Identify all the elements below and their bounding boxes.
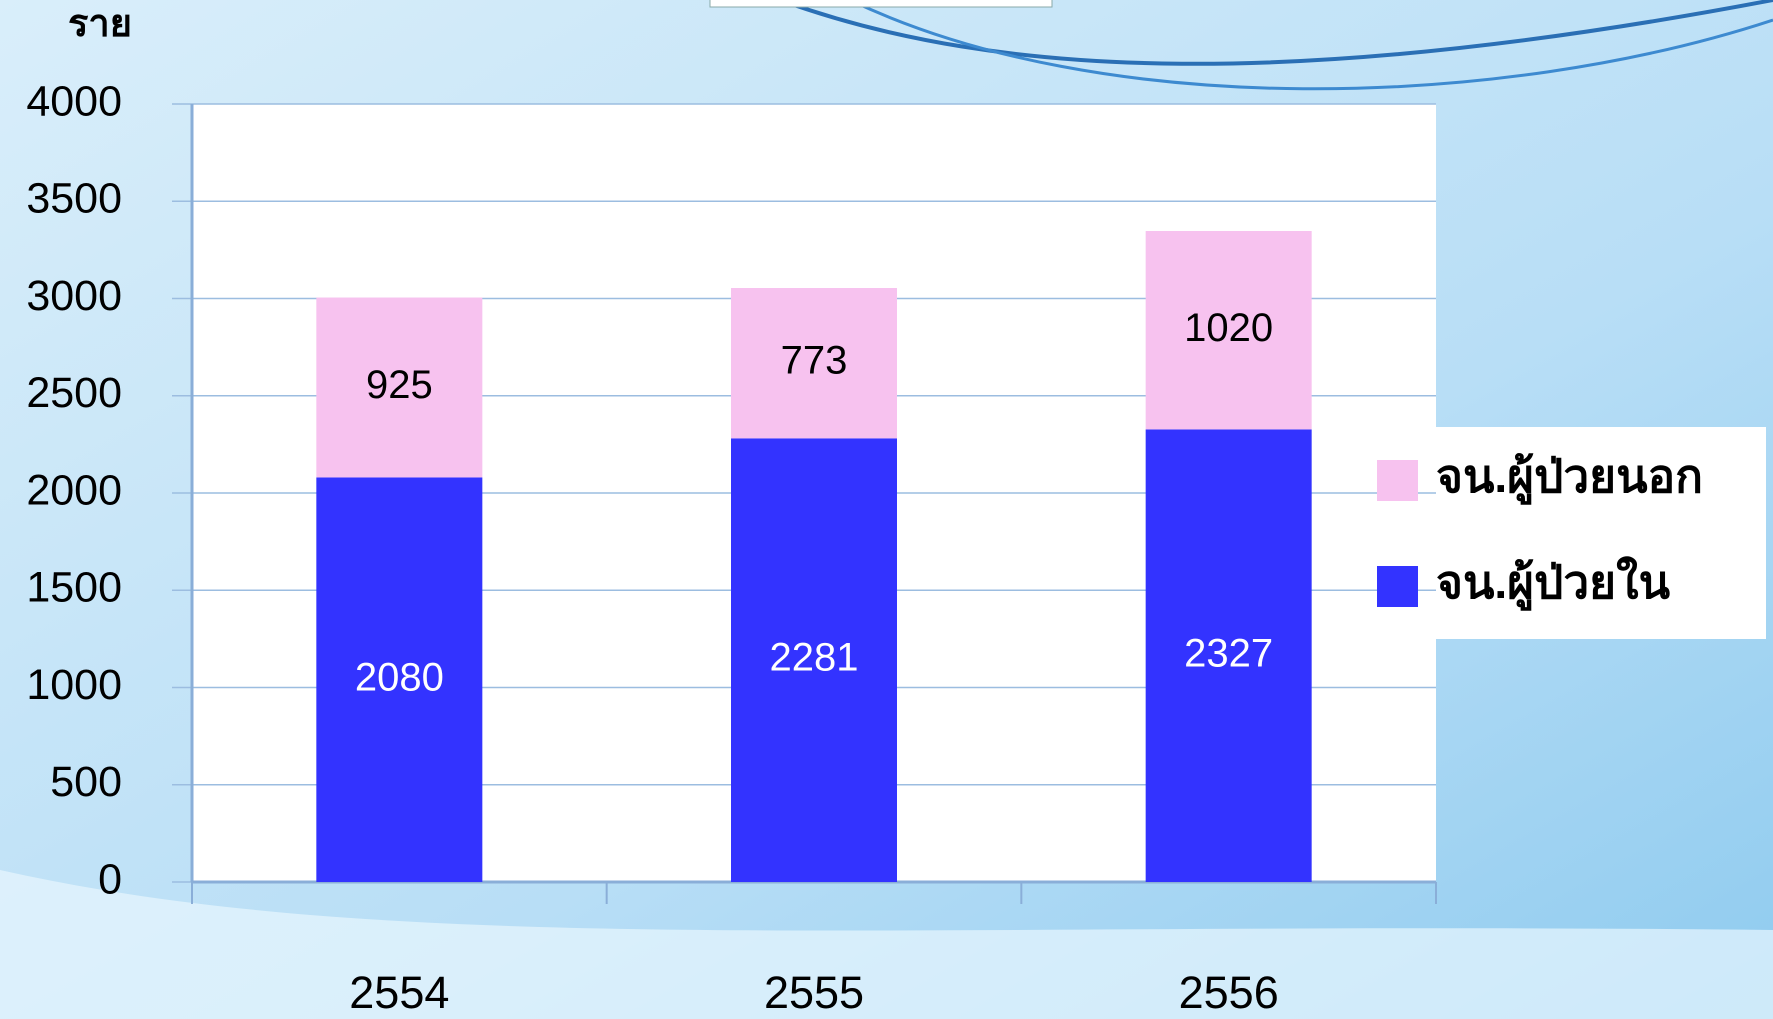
y-tick-label: 0	[98, 855, 122, 903]
y-tick-label: 2500	[26, 369, 122, 417]
x-tick-label: 2556	[1179, 967, 1279, 1018]
y-tick-label: 1000	[26, 661, 122, 709]
y-axis-label: ราย	[68, 3, 132, 45]
data-label: 2281	[770, 636, 859, 680]
x-tick-label: 2554	[349, 967, 449, 1018]
decor-curve	[779, 0, 1773, 66]
legend	[1434, 427, 1766, 639]
data-label: 2080	[355, 655, 444, 699]
legend-swatch	[1377, 566, 1418, 607]
decor-box	[709, 0, 1053, 8]
y-tick-label: 3000	[26, 272, 122, 320]
data-label: 1020	[1184, 306, 1273, 350]
y-tick-label: 1500	[26, 564, 122, 612]
data-label: 925	[366, 363, 433, 407]
data-label: 773	[781, 339, 848, 383]
bar-segment	[316, 477, 483, 882]
decor-curve	[849, 0, 1773, 91]
legend-label: จน.ผู้ป่วยใน	[1436, 555, 1671, 611]
bar-segment	[731, 287, 897, 439]
y-tick-label: 4000	[26, 77, 122, 125]
bar-segment	[1145, 429, 1312, 882]
y-tick-label: 2000	[26, 466, 122, 514]
decor-wave	[0, 870, 1773, 1019]
bar-segment	[316, 297, 483, 478]
y-tick-label: 3500	[26, 175, 122, 223]
bar-segment	[1145, 231, 1312, 430]
legend-swatch	[1377, 460, 1418, 501]
x-tick-label: 2555	[764, 967, 864, 1018]
bar-segment	[731, 438, 897, 882]
y-tick-label: 500	[50, 758, 122, 806]
data-label: 2327	[1184, 631, 1273, 675]
legend-label: จน.ผู้ป่วยนอก	[1436, 450, 1703, 505]
